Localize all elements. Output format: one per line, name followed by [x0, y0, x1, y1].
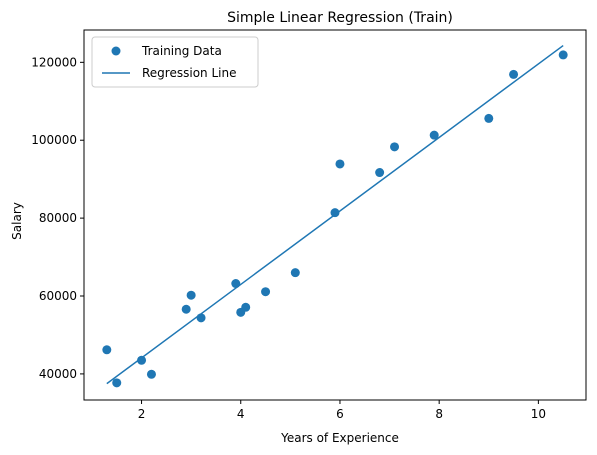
data-point-0: [102, 345, 112, 355]
y-axis: 40000 60000 80000 100000 120000: [31, 55, 84, 381]
data-point-5: [186, 290, 196, 300]
data-point-14: [375, 168, 385, 178]
data-point-12: [330, 208, 340, 218]
x-tick-label: 10: [531, 407, 546, 421]
legend-entry-label: Regression Line: [142, 66, 236, 80]
y-tick-label: 100000: [31, 133, 77, 147]
data-point-9: [241, 302, 251, 312]
y-tick-label: 120000: [31, 55, 77, 69]
y-tick-label: 60000: [39, 289, 77, 303]
regression-line: [106, 44, 564, 385]
x-tick-label: 8: [435, 407, 443, 421]
x-tick-label: 4: [237, 407, 245, 421]
data-point-11: [290, 268, 300, 278]
data-point-16: [429, 130, 439, 140]
chart-title: Simple Linear Regression (Train): [227, 10, 453, 26]
data-point-19: [558, 50, 568, 60]
data-point-15: [390, 142, 400, 152]
plot-frame: [83, 29, 587, 401]
x-tick-label: 6: [336, 407, 344, 421]
data-point-4: [181, 304, 191, 314]
data-point-3: [146, 369, 156, 379]
legend-entry-label: Training Data: [141, 44, 222, 58]
data-point-10: [261, 287, 271, 297]
data-point-13: [335, 159, 345, 169]
legend-box: [91, 36, 259, 88]
x-axis: 2 4 6 8 10: [138, 400, 546, 421]
plot-area: [102, 44, 568, 388]
legend-marker-swatch: [111, 46, 121, 56]
y-tick-label: 80000: [39, 211, 77, 225]
data-point-1: [112, 378, 122, 388]
x-axis-label: Years of Experience: [280, 431, 399, 445]
data-point-18: [509, 69, 519, 79]
x-tick-label: 2: [138, 407, 146, 421]
data-point-17: [484, 113, 494, 123]
y-tick-label: 40000: [39, 367, 77, 381]
data-point-2: [137, 355, 147, 365]
legend: Training Data Regression Line: [91, 36, 259, 88]
y-axis-label: Salary: [10, 202, 24, 240]
